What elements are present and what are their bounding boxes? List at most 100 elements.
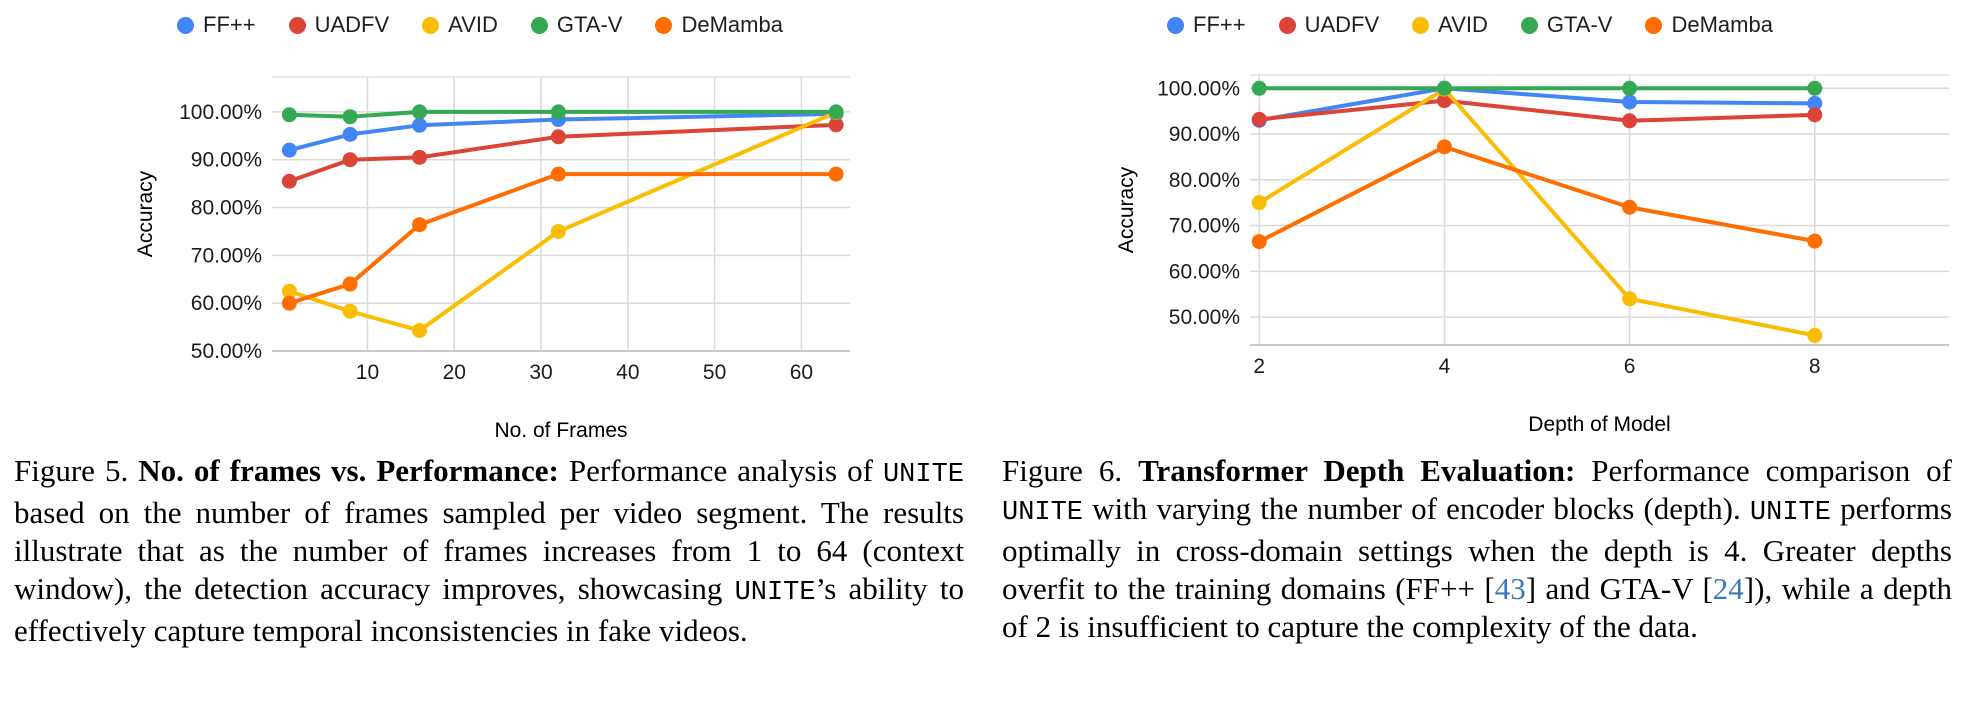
figure6-caption: Figure 6. Transformer Depth Evaluation: … [1002, 452, 1952, 646]
y-tick-label: 100.00% [1157, 77, 1240, 100]
x-tick-label: 50 [703, 361, 726, 384]
caption-segment: UNITE [734, 578, 816, 608]
caption-segment: ] and GTA-V [ [1525, 571, 1713, 606]
data-point-FF++ [1807, 95, 1823, 111]
legend-item-UADFV: UADFV [1278, 12, 1380, 38]
caption-segment: ]), while a depth of 2 is insufficient t… [1002, 571, 1952, 644]
legend-label: GTA-V [556, 12, 623, 37]
data-point-GTA-V [828, 104, 844, 120]
data-point-GTA-V [1251, 80, 1267, 96]
x-tick-label: 2 [1253, 355, 1265, 378]
data-point-AVID [1807, 327, 1823, 343]
data-point-UADFV [1436, 93, 1452, 109]
caption-segment: performs optimally in cross-domain setti… [1002, 491, 1952, 606]
data-point-DeMamba [281, 295, 297, 311]
series-line-DeMamba [1257, 144, 1817, 244]
data-point-AVID [281, 283, 297, 299]
legend-label: DeMamba [1671, 12, 1773, 37]
data-point-DeMamba [1251, 234, 1267, 250]
x-tick-label: 10 [356, 361, 379, 384]
y-tick-label: 60.00% [1169, 260, 1240, 283]
y-tick-label: 60.00% [191, 292, 262, 315]
caption-segment: Transformer Depth Evaluation: [1138, 453, 1576, 488]
figure5-caption: Figure 5. No. of frames vs. Performance:… [14, 452, 964, 650]
legend-dot-icon [530, 16, 548, 34]
data-point-GTA-V [412, 104, 428, 120]
caption-segment: Figure 5. [14, 453, 139, 488]
data-point-DeMamba [1622, 199, 1638, 215]
legend-label: UADFV [1304, 12, 1380, 37]
citation-link[interactable]: 24 [1712, 571, 1744, 606]
x-axis-title: No. of Frames [494, 419, 627, 442]
data-point-AVID [1622, 291, 1638, 307]
legend-dot-icon [655, 16, 673, 34]
x-tick-label: 20 [443, 361, 466, 384]
y-tick-label: 70.00% [1169, 215, 1240, 238]
legend-item-FF++: FF++ [1167, 12, 1246, 38]
series-line-AVID [1257, 87, 1817, 338]
y-tick-label: 80.00% [191, 197, 262, 220]
data-point-FF++ [412, 117, 428, 133]
legend-dot-icon [1520, 16, 1538, 34]
legend-item-UADFV: UADFV [288, 12, 390, 38]
data-point-UADFV [1251, 111, 1267, 127]
caption-segment: UNITE [882, 460, 964, 490]
legend-label: DeMamba [681, 12, 783, 37]
data-point-GTA-V [550, 104, 566, 120]
x-tick-label: 60 [790, 361, 813, 384]
data-point-GTA-V [281, 107, 297, 123]
citation-link[interactable]: 43 [1494, 571, 1526, 606]
data-point-UADFV [412, 149, 428, 165]
x-tick-label: 40 [616, 361, 639, 384]
legend-label: UADFV [314, 12, 390, 37]
caption-segment: UNITE [1002, 498, 1084, 528]
y-axis-title: Accuracy [134, 170, 157, 257]
data-point-AVID [550, 223, 566, 239]
data-point-UADFV [828, 117, 844, 133]
data-point-AVID [412, 322, 428, 338]
legend-dot-icon [288, 16, 306, 34]
caption-segment: ’s ability to effectively capture tempor… [14, 571, 965, 648]
series-line-FF++ [1257, 86, 1817, 123]
chart1-legend: FF++ UADFV AVID GTA-V DeMamba [95, 10, 865, 40]
legend-dot-icon [1412, 16, 1430, 34]
data-point-GTA-V [1436, 80, 1452, 96]
y-tick-label: 50.00% [1169, 306, 1240, 329]
legend-label: AVID [448, 12, 498, 37]
caption-segment: with varying the number of encoder block… [1083, 491, 1750, 526]
data-point-DeMamba [1436, 139, 1452, 155]
caption-segment: No. of frames vs. Performance: [138, 453, 559, 488]
data-point-GTA-V [1807, 80, 1823, 96]
chart2-legend: FF++ UADFV AVID GTA-V DeMamba [1010, 10, 1930, 40]
legend-item-AVID: AVID [422, 12, 498, 38]
depth-evaluation-chart: 50.00% 60.00% 70.00% 80.00% 90.00% 100.00% 2 4 6… [1115, 74, 1949, 436]
y-tick-label: 50.00% [191, 340, 262, 363]
y-tick-label: 90.00% [1169, 123, 1240, 146]
legend-item-FF++: FF++ [177, 12, 256, 38]
caption-segment: based on the number of frames sampled pe… [14, 495, 964, 606]
legend-dot-icon [1645, 16, 1663, 34]
data-point-UADFV [1622, 113, 1638, 129]
legend-label: FF++ [203, 12, 256, 37]
data-point-UADFV [550, 129, 566, 145]
data-point-DeMamba [550, 166, 566, 182]
series-line-DeMamba [287, 172, 839, 306]
x-tick-label: 4 [1439, 355, 1451, 378]
x-axis-title: Depth of Model [1528, 413, 1670, 436]
y-tick-label: 70.00% [191, 244, 262, 267]
data-point-GTA-V [342, 109, 358, 125]
legend-item-AVID: AVID [1412, 12, 1488, 38]
data-point-UADFV [281, 173, 297, 189]
data-point-GTA-V [1622, 80, 1638, 96]
legend-label: FF++ [1193, 12, 1246, 37]
legend-dot-icon [422, 16, 440, 34]
series-line-AVID [287, 110, 839, 333]
y-tick-label: 100.00% [179, 101, 262, 124]
caption-segment: UNITE [1749, 498, 1831, 528]
data-point-DeMamba [828, 166, 844, 182]
caption-segment: Performance comparison of [1575, 453, 1952, 488]
data-point-DeMamba [1807, 233, 1823, 249]
data-point-FF++ [1622, 94, 1638, 110]
data-point-AVID [1251, 195, 1267, 211]
